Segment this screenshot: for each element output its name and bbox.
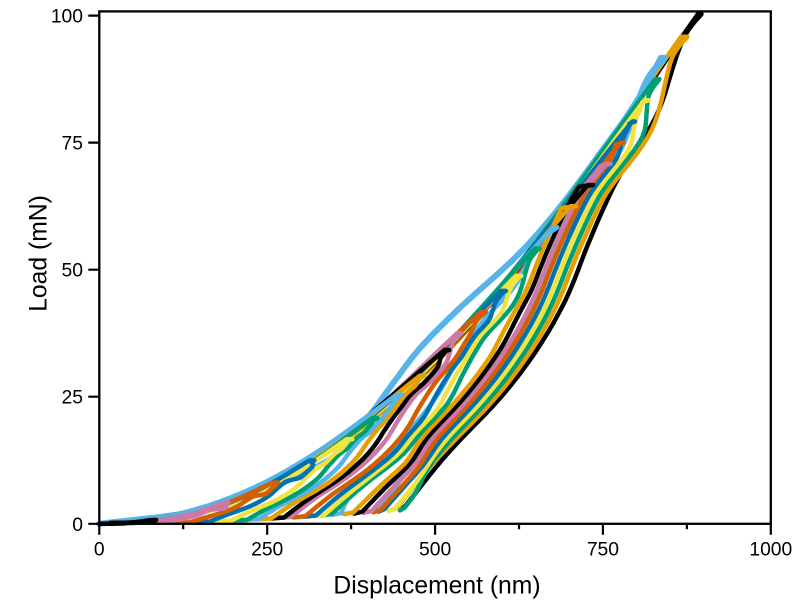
svg-text:0: 0 — [94, 540, 105, 561]
svg-text:Load (mN): Load (mN) — [25, 195, 52, 312]
svg-text:1000: 1000 — [749, 540, 792, 561]
svg-text:Displacement (nm): Displacement (nm) — [333, 572, 540, 599]
svg-text:0: 0 — [72, 515, 83, 536]
svg-text:100: 100 — [51, 7, 83, 28]
svg-text:250: 250 — [251, 540, 283, 561]
svg-text:50: 50 — [62, 261, 83, 282]
svg-text:25: 25 — [62, 388, 83, 409]
svg-text:500: 500 — [419, 540, 451, 561]
svg-text:750: 750 — [587, 540, 619, 561]
svg-text:75: 75 — [62, 134, 83, 155]
